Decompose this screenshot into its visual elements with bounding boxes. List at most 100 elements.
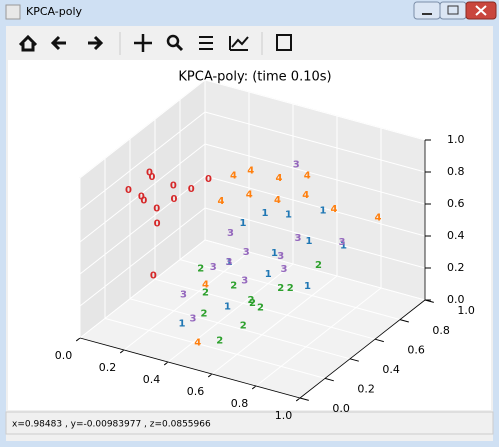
app-icon	[5, 4, 21, 20]
grid-line	[79, 239, 206, 339]
minimize-button[interactable]	[413, 1, 441, 20]
grid-line	[104, 317, 326, 379]
grid-line	[123, 251, 250, 351]
zoom-button[interactable]	[166, 34, 184, 52]
back-button[interactable]	[50, 35, 66, 51]
close-icon	[475, 5, 487, 16]
grid-line	[179, 259, 401, 321]
digit-point: 1	[265, 269, 272, 280]
x-tick-label: 0.8	[231, 397, 249, 410]
digit-point: 4	[202, 280, 209, 291]
grid-line	[204, 239, 426, 301]
digit-point: 2	[315, 260, 322, 271]
digit-point: 3	[226, 257, 233, 268]
maximize-icon	[447, 5, 459, 15]
digit-point: 2	[197, 264, 204, 275]
digit-point: 0	[149, 172, 156, 183]
digit-point: 2	[202, 288, 209, 299]
digit-point: 0	[150, 271, 157, 282]
digit-point: 3	[227, 228, 234, 239]
pan-button[interactable]	[134, 34, 152, 52]
digit-point: 2	[201, 308, 208, 319]
z-tick-label: 0.4	[447, 229, 465, 242]
y-tick-label: 0.4	[382, 363, 400, 376]
tick-mark	[119, 349, 125, 354]
digit-point: 3	[243, 247, 250, 258]
digit-point: 4	[246, 189, 253, 200]
digit-point: 4	[302, 190, 309, 201]
digit-point: 3	[277, 251, 284, 262]
subplots-button[interactable]	[199, 36, 213, 50]
digit-point: 0	[138, 192, 145, 203]
tick-mark	[374, 338, 384, 343]
digit-point: 3	[293, 160, 300, 171]
y-tick-label: 0.6	[407, 343, 425, 356]
grid-line	[79, 207, 206, 307]
x-tick-label: 0.0	[55, 349, 73, 362]
grid-line	[79, 111, 206, 211]
z-tick-label: 0.8	[447, 165, 465, 178]
tick-mark	[299, 397, 309, 401]
z-tick-label: 1.0	[447, 133, 465, 146]
digit-point: 4	[276, 173, 283, 184]
digit-point: 0	[154, 218, 161, 229]
digit-point: 0	[170, 180, 177, 191]
tick-mark	[251, 385, 257, 390]
digit-point: 4	[218, 196, 225, 207]
digit-point: 4	[331, 204, 338, 215]
digit-point: 3	[180, 290, 187, 301]
window-title: KPCA-poly	[26, 5, 83, 18]
digit-point: 1	[179, 318, 186, 329]
x-tick-label: 0.2	[99, 361, 117, 374]
forward-button[interactable]	[88, 35, 104, 51]
grid-line	[79, 79, 206, 179]
tick-mark	[207, 373, 213, 378]
grid-line	[204, 79, 426, 141]
x-tick-label: 0.4	[143, 373, 161, 386]
digit-point: 3	[190, 313, 197, 324]
tick-mark	[324, 377, 334, 382]
digit-point: 4	[304, 171, 311, 182]
home-button[interactable]	[18, 34, 38, 52]
digit-point: 3	[281, 264, 288, 275]
plot: 0.00.20.40.60.81.00.00.20.40.60.81.00.00…	[55, 78, 475, 422]
digit-point: 4	[230, 170, 237, 181]
digit-point: 2	[248, 295, 255, 306]
y-tick-label: 1.0	[457, 304, 475, 317]
digit-point: 1	[306, 236, 313, 247]
digit-point: 2	[230, 281, 237, 292]
save-button[interactable]	[276, 34, 292, 51]
grid-line	[154, 278, 376, 340]
digit-point: 1	[340, 240, 347, 251]
tick-mark	[75, 337, 81, 342]
digit-point: 2	[287, 283, 294, 294]
digit-point: 1	[304, 281, 311, 292]
grid-line	[79, 143, 206, 243]
digit-point: 0	[125, 185, 132, 196]
digit-point: 1	[285, 209, 292, 220]
y-tick-label: 0.2	[357, 383, 375, 396]
grid-line	[211, 275, 338, 375]
digit-point: 0	[153, 204, 160, 215]
status-text: x=0.98483 , y=-0.00983977 , z=0.0855966	[12, 420, 211, 430]
digit-point: 1	[271, 248, 278, 259]
grid-line	[167, 263, 294, 363]
maximize-button[interactable]	[439, 1, 467, 20]
digit-point: 0	[140, 196, 147, 207]
digit-point: 0	[146, 168, 153, 179]
grid-line	[79, 175, 206, 275]
edit-button[interactable]	[229, 36, 249, 51]
toolbar	[18, 34, 292, 52]
digit-point: 0	[205, 174, 212, 185]
grid-line	[255, 287, 382, 387]
tick-mark	[295, 397, 301, 402]
digit-point: 2	[216, 335, 223, 346]
digit-point: 3	[339, 237, 346, 248]
digit-point: 2	[240, 321, 247, 332]
z-tick-label: 0.6	[447, 197, 465, 210]
digit-point: 3	[210, 262, 217, 273]
digit-point: 2	[257, 303, 264, 314]
grid-line	[204, 175, 426, 237]
digit-point: 4	[375, 213, 382, 224]
grid-line	[204, 111, 426, 173]
